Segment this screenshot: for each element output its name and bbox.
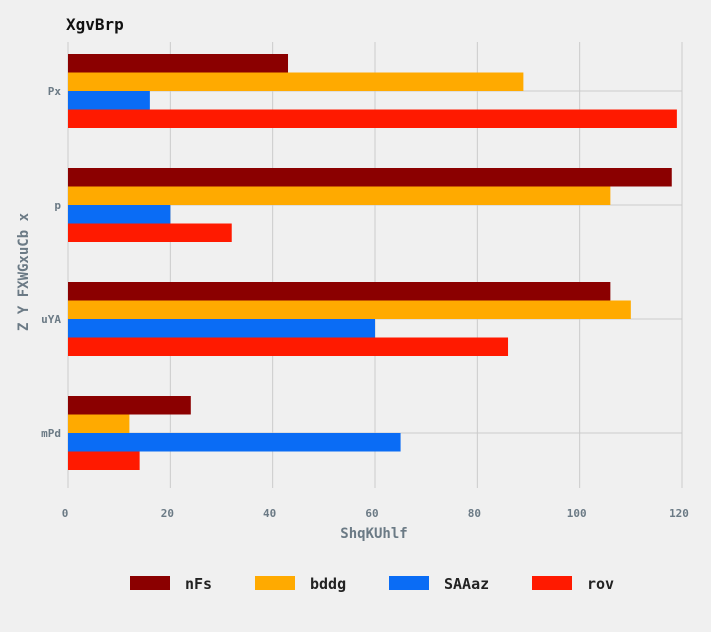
legend-swatch-bddg (255, 576, 295, 590)
legend-label-SAAaz: SAAaz (444, 575, 489, 593)
legend-swatch-SAAaz (389, 576, 429, 590)
legend: nFs bddg SAAaz rov (130, 575, 614, 593)
bar-rov-mPd (68, 451, 140, 470)
x-tick-label: 60 (365, 507, 378, 520)
y-tick-label: mPd (41, 427, 61, 440)
x-ticks: 0 20 40 60 80 100 120 (62, 507, 689, 520)
x-tick-label: 0 (62, 507, 69, 520)
bar-bddg-Px (68, 72, 524, 91)
x-tick-label: 100 (567, 507, 587, 520)
y-ticks: Px p uYA mPd (41, 85, 61, 440)
bar-bddg-mPd (68, 414, 130, 433)
x-tick-label: 80 (468, 507, 481, 520)
y-tick-label: Px (48, 85, 62, 98)
bar-nFs-Px (68, 54, 289, 73)
bar-rov-p (68, 223, 232, 242)
legend-label-bddg: bddg (310, 575, 346, 593)
y-tick-label: uYA (41, 313, 61, 326)
chart-title: XgvBrp (66, 15, 124, 34)
bar-SAAaz-mPd (68, 433, 401, 452)
grid (67, 42, 683, 488)
bar-SAAaz-uYA (68, 319, 375, 338)
legend-swatch-rov (532, 576, 572, 590)
bar-nFs-uYA (68, 282, 611, 301)
bar-rov-uYA (68, 337, 509, 356)
bar-bddg-p (68, 186, 611, 205)
x-tick-label: 120 (669, 507, 689, 520)
bar-SAAaz-p (68, 205, 171, 224)
y-axis-label: Z Y FXWGxuCb x (16, 212, 32, 331)
bar-nFs-mPd (68, 396, 191, 415)
bar-SAAaz-Px (68, 91, 150, 110)
bar-bddg-uYA (68, 300, 631, 319)
x-tick-label: 20 (161, 507, 174, 520)
legend-label-rov: rov (587, 575, 614, 593)
bars (68, 54, 677, 470)
x-axis-label: ShqKUhlf (340, 526, 407, 542)
bar-nFs-p (68, 168, 672, 187)
x-tick-label: 40 (263, 507, 276, 520)
bar-rov-Px (68, 109, 677, 128)
legend-swatch-nFs (130, 576, 170, 590)
y-tick-label: p (54, 199, 61, 212)
legend-label-nFs: nFs (185, 575, 212, 593)
